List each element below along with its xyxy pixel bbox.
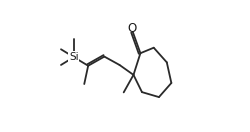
Text: O: O [128,22,137,35]
Text: Si: Si [69,52,78,62]
